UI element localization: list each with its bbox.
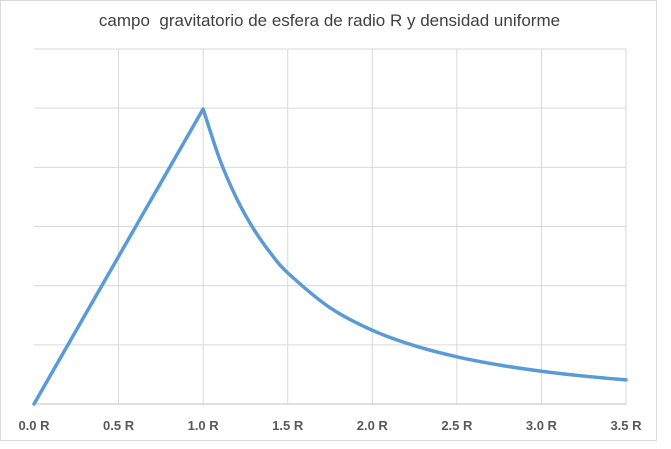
series-line	[32, 107, 628, 406]
gridlines	[34, 48, 627, 404]
x-tick-label: 1.5 R	[272, 418, 304, 433]
x-tick-labels: 0.0 R 0.5 R 1.0 R 1.5 R 2.0 R 2.5 R 3.0 R 3.5 R	[18, 418, 642, 433]
x-tick-label: 3.5 R	[610, 418, 642, 433]
plot-area: 0.0 R 0.5 R 1.0 R 1.5 R 2.0 R 2.5 R 3.0 R 3.5 R	[18, 48, 642, 433]
chart-title: campo gravitatorio de esfera de radio R …	[98, 11, 561, 30]
x-tick-label: 1.0 R	[188, 418, 220, 433]
x-tick-label: 3.0 R	[526, 418, 558, 433]
x-tick-label: 2.5 R	[441, 418, 473, 433]
x-tick-label: 2.0 R	[357, 418, 389, 433]
x-tick-label: 0.5 R	[103, 418, 135, 433]
x-tick-label: 0.0 R	[18, 418, 50, 433]
chart-frame: campo gravitatorio de esfera de radio R …	[0, 0, 657, 441]
series-layer	[32, 107, 628, 406]
